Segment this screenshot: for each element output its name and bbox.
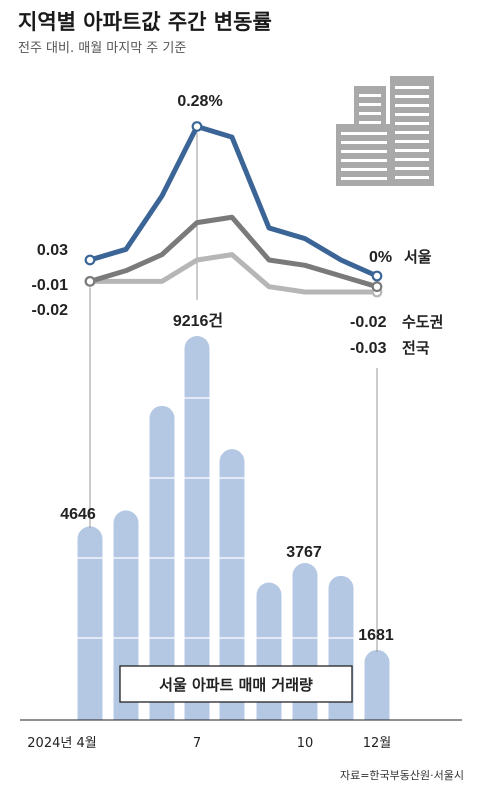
building-window	[395, 86, 429, 89]
label-national-start: -0.02	[32, 302, 69, 319]
chart-title: 지역별 아파트값 주간 변동률	[18, 10, 272, 34]
legend-capital: 수도권	[402, 313, 443, 331]
bar-0	[77, 526, 103, 720]
line-1	[87, 214, 380, 290]
label-capital-start: -0.01	[32, 277, 69, 294]
bar-2	[149, 405, 175, 720]
x-tick-3: 12월	[363, 736, 392, 751]
building-window	[359, 94, 381, 97]
line-0	[87, 123, 380, 279]
label-national-end: -0.03	[350, 340, 387, 357]
building-window	[395, 95, 429, 98]
marker-peak	[191, 121, 203, 132]
bar-chart-title: 서울 아파트 매매 거래량	[159, 676, 313, 694]
chart-subtitle: 전주 대비. 매월 마지막 주 기준	[18, 41, 186, 56]
building-window	[341, 150, 387, 153]
marker-start-1	[84, 275, 96, 287]
building-window	[359, 121, 381, 124]
line-series	[84, 121, 383, 298]
bar-4	[219, 449, 245, 720]
source-note: 자료=한국부동산원·서울시	[340, 769, 464, 782]
x-tick-1: 7	[193, 736, 201, 751]
building-window	[359, 103, 381, 106]
building-window	[395, 131, 429, 134]
building-window	[341, 159, 387, 162]
label-capital-end: -0.02	[350, 314, 387, 331]
building-window	[341, 141, 387, 144]
data-labels: 0.03 -0.01 -0.02 0.28% 0% 서울 -0.02 수도권 -0.03 전국 46…	[32, 93, 444, 644]
bar-3	[184, 336, 210, 720]
bar-series	[70, 336, 395, 720]
building-window	[395, 140, 429, 143]
building-window	[395, 149, 429, 152]
label-seoul-start: 0.03	[37, 242, 68, 259]
building-window	[395, 158, 429, 161]
building-window	[341, 168, 387, 171]
bar-label-apr: 4646	[60, 506, 96, 523]
building-window	[395, 113, 429, 116]
marker-end-0	[371, 270, 383, 282]
label-seoul-peak: 0.28%	[177, 93, 222, 110]
guide-lines	[89, 132, 378, 652]
building-window	[341, 177, 387, 180]
bar-label-dec: 1681	[358, 627, 394, 644]
building-window	[395, 122, 429, 125]
marker-end-1	[371, 281, 383, 293]
legend-national: 전국	[402, 339, 430, 357]
bar-8	[364, 649, 390, 720]
bar-chart-title-box	[119, 665, 353, 703]
building-window	[341, 132, 387, 135]
legend-seoul: 서울	[404, 248, 432, 266]
bar-label-oct: 3767	[286, 544, 322, 561]
building-window	[395, 104, 429, 107]
building-window	[395, 167, 429, 170]
building-icon	[336, 76, 434, 186]
label-seoul-end: 0%	[369, 249, 392, 266]
bar-label-jul: 9216건	[173, 312, 223, 330]
x-axis-ticks: 2024년 4월 7 10 12월	[27, 736, 391, 751]
building-window	[359, 112, 381, 115]
x-tick-0: 2024년 4월	[27, 736, 96, 751]
line-2	[87, 252, 380, 295]
marker-start-0	[84, 254, 96, 266]
building-window	[395, 176, 429, 179]
x-tick-2: 10	[297, 736, 314, 751]
